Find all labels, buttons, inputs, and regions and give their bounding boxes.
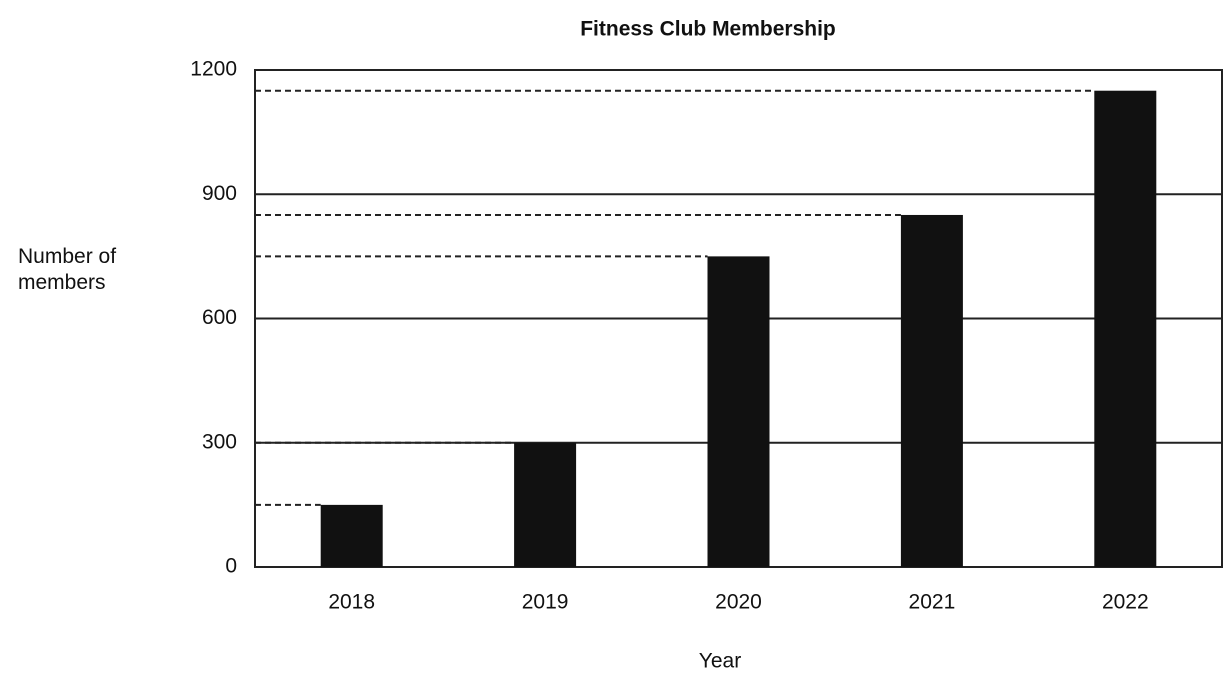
x-tick-label: 2018 bbox=[328, 591, 375, 614]
y-tick-label: 600 bbox=[202, 306, 237, 329]
bar bbox=[1094, 90, 1157, 567]
y-tick-label: 0 bbox=[225, 555, 237, 578]
y-axis-label: Number of members bbox=[18, 245, 117, 294]
y-tick-label: 300 bbox=[202, 430, 237, 453]
bar bbox=[707, 256, 770, 567]
x-tick-label: 2022 bbox=[1102, 591, 1149, 614]
x-tick-label: 2020 bbox=[715, 591, 762, 614]
x-tick-label: 2021 bbox=[909, 591, 956, 614]
x-tick-label: 2019 bbox=[522, 591, 569, 614]
bar bbox=[900, 214, 963, 568]
y-tick-label: 900 bbox=[202, 182, 237, 205]
bar bbox=[514, 442, 577, 567]
x-axis-label: Year bbox=[699, 650, 741, 673]
chart-title: Fitness Club Membership bbox=[580, 18, 836, 41]
y-tick-label: 1200 bbox=[190, 58, 237, 81]
bar bbox=[320, 504, 383, 567]
